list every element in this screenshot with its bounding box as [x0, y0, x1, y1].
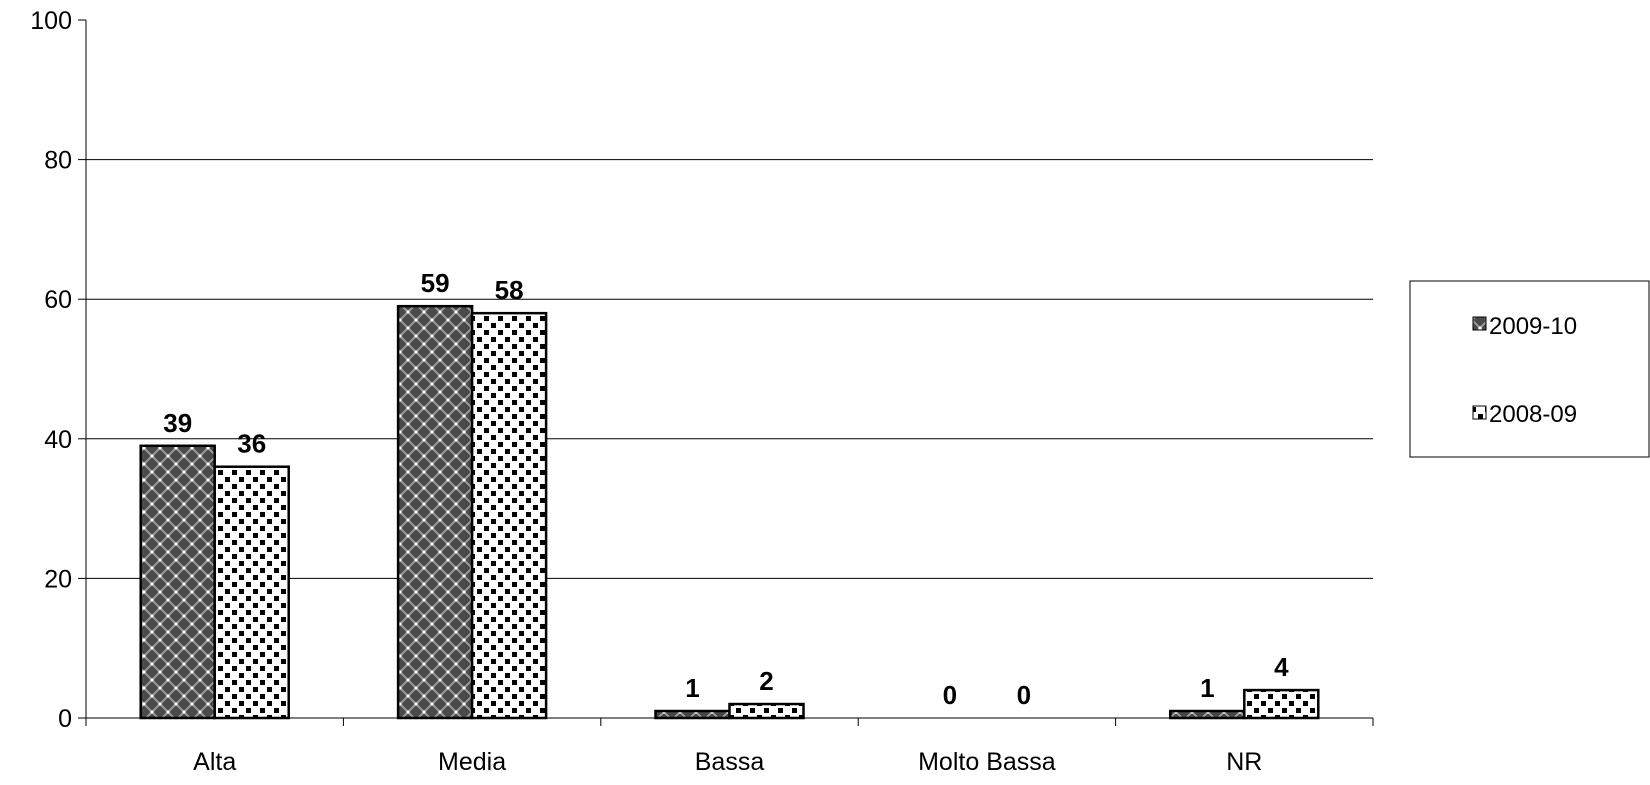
data-label: 59 — [421, 268, 450, 298]
x-category-label: Media — [438, 748, 506, 776]
bar-2008-09-Bassa — [728, 702, 805, 720]
y-tick-label: 20 — [44, 565, 72, 593]
bar-2008-09-Media — [470, 311, 548, 720]
x-category-label: Alta — [193, 748, 236, 776]
y-tick-label: 100 — [30, 7, 72, 35]
legend-swatch-series-1 — [1472, 316, 1487, 331]
x-category-label: NR — [1226, 748, 1262, 776]
y-tick-label: 60 — [44, 286, 72, 314]
legend-label-series-1: 2009-10 — [1489, 313, 1577, 340]
data-label: 36 — [237, 429, 266, 459]
bar-2009-10-Alta — [139, 444, 216, 720]
bar-2009-10-Bassa — [654, 709, 731, 720]
x-category-label: Bassa — [695, 748, 765, 776]
y-tick-label: 0 — [58, 705, 72, 733]
data-label: 2 — [759, 666, 773, 696]
bar-2008-09-NR — [1243, 688, 1320, 720]
bar-2009-10-Media — [396, 304, 474, 720]
legend-swatch-series-2 — [1472, 405, 1487, 420]
data-label: 39 — [163, 408, 192, 438]
y-tick-label: 80 — [44, 147, 72, 175]
data-label: 1 — [1200, 673, 1214, 703]
data-label: 58 — [495, 275, 524, 305]
gridlines — [86, 159, 1373, 579]
y-tick-label: 40 — [44, 426, 72, 454]
bars — [139, 304, 1320, 720]
data-label: 0 — [943, 680, 957, 710]
data-label: 0 — [1017, 680, 1031, 710]
x-category-label: Molto Bassa — [918, 748, 1056, 776]
legend: 2009-10 2008-09 — [1409, 280, 1650, 458]
data-labels: 39 36 59 58 1 2 0 0 1 4 — [163, 268, 1289, 710]
bar-2009-10-NR — [1169, 709, 1246, 720]
bar-2008-09-Alta — [213, 465, 290, 720]
data-label: 1 — [685, 673, 699, 703]
legend-box — [1409, 280, 1650, 458]
data-label: 4 — [1274, 652, 1289, 682]
legend-label-series-2: 2008-09 — [1489, 401, 1577, 428]
